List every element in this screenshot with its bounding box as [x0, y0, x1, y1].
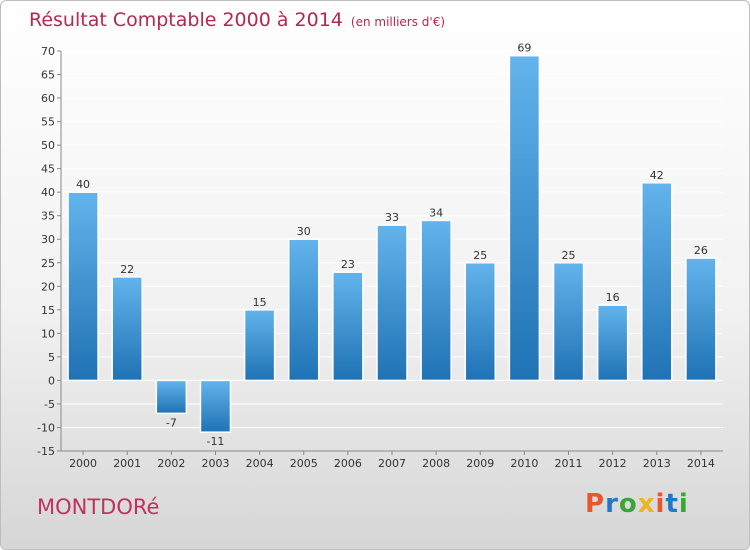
y-tick-label: 25 — [41, 257, 55, 270]
x-tick-label-2010: 2010 — [510, 457, 538, 470]
value-label-2001: 22 — [120, 263, 134, 276]
logo-letter: r — [605, 489, 619, 519]
axis-layer: -15 -10 -5 0 5 10 15 20 25 30 35 40 45 50 55 60 65 70 2000… — [37, 45, 723, 470]
x-tick-label-2007: 2007 — [378, 457, 406, 470]
y-tick-label: 35 — [41, 210, 55, 223]
x-tick-label-2004: 2004 — [246, 457, 274, 470]
bar-2007 — [376, 224, 408, 382]
chart-subtitle: (en milliers d'€) — [350, 15, 446, 29]
logo-letter: t — [665, 489, 679, 519]
commune-name: MONTDORé — [37, 495, 160, 519]
y-tick-label: 65 — [41, 69, 55, 82]
label-layer: 40 22 -7 -11 15 30 23 33 34 25 69 25 16 42 26 — [76, 42, 708, 448]
x-tick-label-2003: 2003 — [201, 457, 229, 470]
value-label-2010: 69 — [517, 42, 531, 55]
value-label-2008: 34 — [429, 206, 443, 219]
bar-2003 — [199, 379, 232, 433]
chart-title-text: Résultat Comptable 2000 à 2014 — [29, 9, 343, 31]
y-tick-label: -10 — [37, 421, 55, 434]
x-tick-label-2012: 2012 — [599, 457, 627, 470]
x-tick-label-2008: 2008 — [422, 457, 450, 470]
value-label-2000: 40 — [76, 178, 90, 191]
bar-2012 — [596, 304, 629, 382]
value-label-2013: 42 — [650, 169, 664, 182]
bar-2008 — [420, 219, 452, 382]
value-label-2011: 25 — [562, 249, 576, 262]
proxiti-logo[interactable]: Proxiti — [585, 489, 689, 519]
x-tick-label-2002: 2002 — [157, 457, 185, 470]
logo-letter: i — [655, 489, 666, 519]
bar-2002 — [155, 379, 188, 415]
y-tick-label: 70 — [41, 45, 55, 58]
bar-2000 — [67, 191, 99, 382]
y-tick-label: 60 — [41, 92, 55, 105]
value-label-2004: 15 — [253, 296, 267, 309]
y-tick-label: 40 — [41, 186, 55, 199]
x-tick-label-2005: 2005 — [290, 457, 318, 470]
x-tick-label-2001: 2001 — [113, 457, 141, 470]
y-tick-label: 5 — [48, 351, 55, 364]
x-tick-label-2009: 2009 — [466, 457, 494, 470]
value-label-2012: 16 — [606, 291, 620, 304]
value-label-2002: -7 — [166, 416, 177, 429]
y-tick-label: 10 — [41, 327, 55, 340]
x-tick-label-2011: 2011 — [555, 457, 583, 470]
logo-letter: P — [585, 489, 606, 519]
bar-2010 — [508, 54, 541, 382]
y-tick-label: -5 — [44, 398, 55, 411]
bar-layer — [67, 54, 717, 433]
bar-2009 — [464, 262, 497, 382]
x-tick-label-2006: 2006 — [334, 457, 362, 470]
bar-2005 — [287, 238, 320, 382]
chart-title: Résultat Comptable 2000 à 2014 (en millie… — [29, 9, 445, 31]
x-tick-label-2013: 2013 — [643, 457, 671, 470]
x-tick-label-2014: 2014 — [687, 457, 715, 470]
x-tick-label-2000: 2000 — [69, 457, 97, 470]
y-tick-label: -15 — [37, 445, 55, 458]
bar-2004 — [243, 309, 276, 382]
bar-2011 — [552, 262, 585, 382]
value-label-2009: 25 — [473, 249, 487, 262]
logo-letter: x — [637, 489, 656, 519]
y-tick-label: 55 — [41, 116, 55, 129]
value-label-2014: 26 — [694, 244, 708, 257]
logo-letter: o — [618, 489, 638, 519]
y-tick-label: 50 — [41, 139, 55, 152]
bar-2001 — [111, 276, 143, 382]
y-tick-label: 0 — [48, 374, 55, 387]
y-tick-label: 20 — [41, 280, 55, 293]
value-label-2005: 30 — [297, 225, 311, 238]
bar-2014 — [685, 257, 717, 382]
y-tick-label: 30 — [41, 233, 55, 246]
y-tick-label: 15 — [41, 304, 55, 317]
value-label-2006: 23 — [341, 258, 355, 271]
bar-2006 — [332, 271, 364, 382]
y-tick-label: 45 — [41, 163, 55, 176]
value-label-2007: 33 — [385, 211, 399, 224]
logo-letter: i — [678, 489, 689, 519]
value-label-2003: -11 — [206, 435, 224, 448]
bar-2013 — [641, 182, 673, 382]
